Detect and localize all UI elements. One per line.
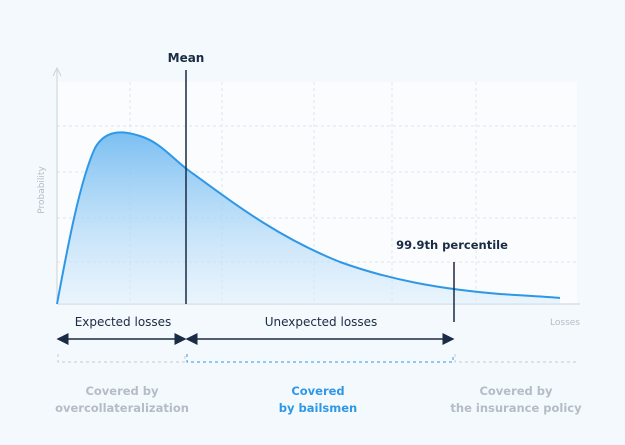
coverage-right: Covered by the insurance policy [450, 384, 582, 415]
distribution-curve [56, 131, 561, 305]
coverage-right-line-1: Covered by [479, 384, 553, 398]
percentile-label: 99.9th percentile [396, 238, 508, 252]
coverage-left: Covered by overcollateralization [55, 384, 189, 415]
coverage-right-line-2: the insurance policy [450, 401, 582, 415]
bailsmen-bracket [186, 354, 454, 363]
mean-label: Mean [168, 51, 205, 65]
y-axis-label: Probability [37, 166, 47, 214]
distribution-area [57, 132, 560, 304]
unexpected-losses-label: Unexpected losses [265, 315, 378, 329]
coverage-middle-line-1: Covered [291, 384, 344, 398]
coverage-middle-line-2: by bailsmen [279, 401, 357, 415]
expected-losses-label: Expected losses [75, 315, 172, 329]
coverage-middle: Covered by bailsmen [279, 384, 357, 415]
coverage-left-line-2: overcollateralization [55, 401, 189, 415]
insurance-bracket [454, 354, 578, 363]
coverage-left-line-1: Covered by [85, 384, 159, 398]
x-axis-label: Losses [550, 318, 580, 328]
y-axis-arrow-icon [52, 66, 62, 77]
overcollateralization-bracket [57, 354, 186, 363]
